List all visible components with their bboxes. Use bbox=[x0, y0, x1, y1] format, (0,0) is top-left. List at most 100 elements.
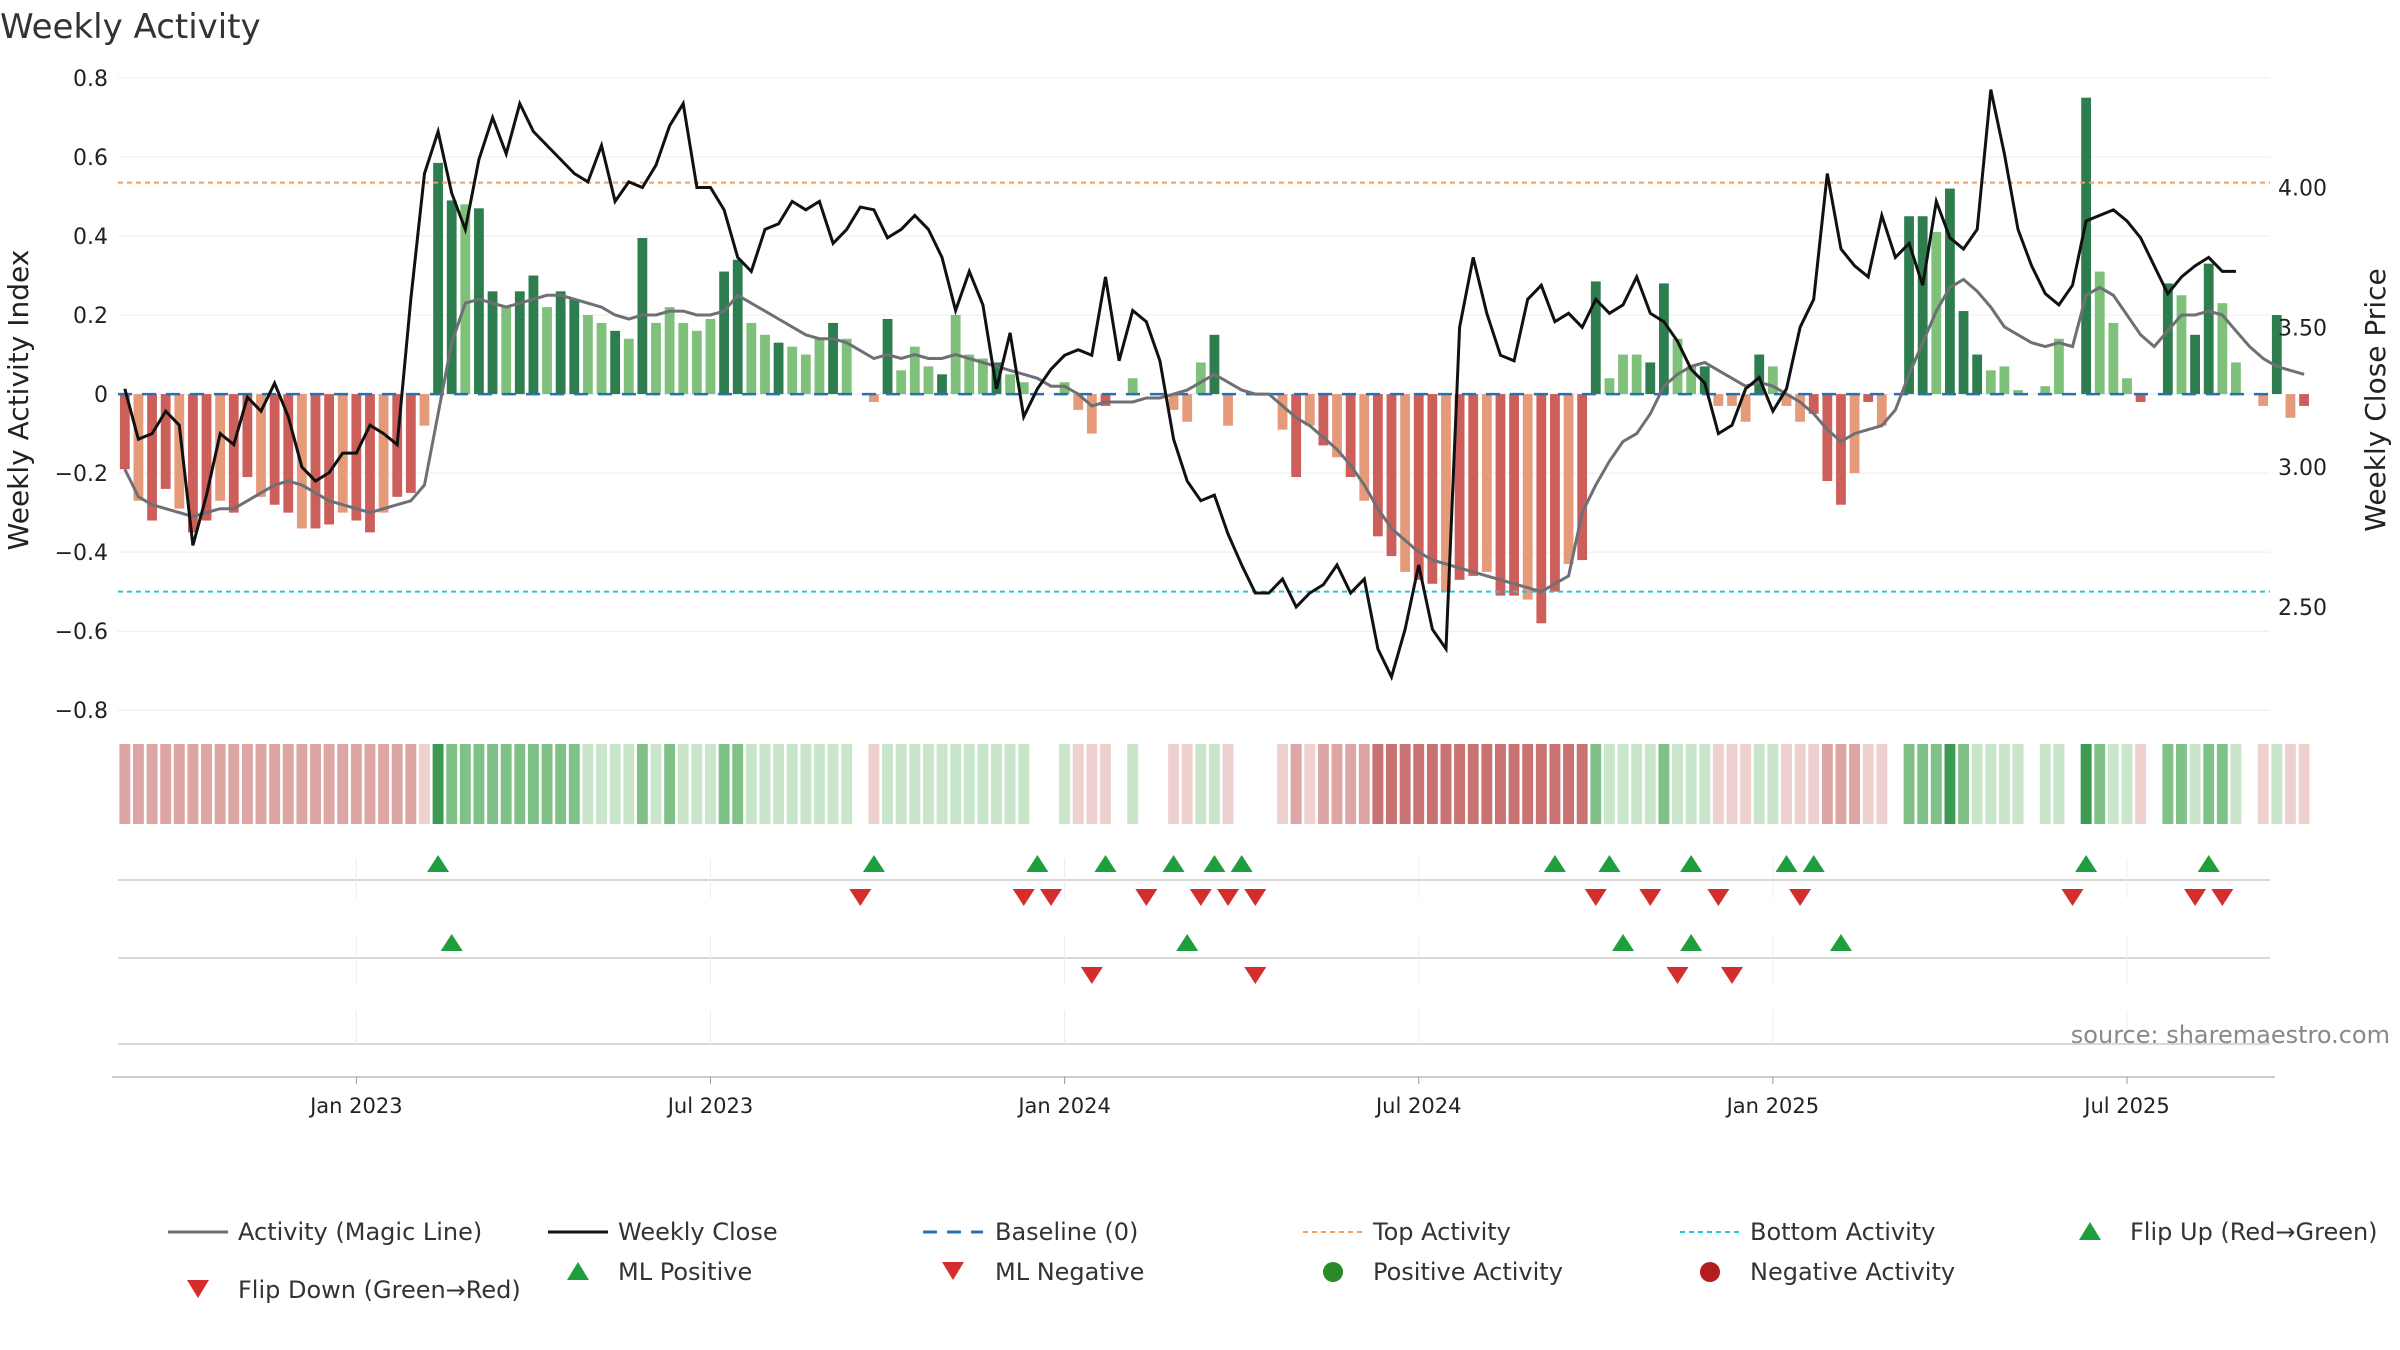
activity-bar bbox=[651, 322, 661, 395]
heat-cell bbox=[2162, 744, 2174, 824]
heat-cell bbox=[1222, 744, 1234, 824]
activity-bar bbox=[2081, 97, 2092, 395]
heat-cell bbox=[623, 744, 635, 824]
legend-marker-flip-down-icon bbox=[187, 1280, 209, 1298]
activity-bar bbox=[1604, 378, 1615, 395]
flip-up-marker bbox=[1162, 855, 1185, 872]
flip-up-marker bbox=[1026, 855, 1049, 872]
y-tick-label: 0.8 bbox=[73, 67, 108, 92]
heat-cell bbox=[2257, 744, 2269, 824]
activity-bar bbox=[869, 394, 879, 402]
activity-bar bbox=[2203, 263, 2214, 395]
heat-cell bbox=[514, 744, 526, 824]
heat-cell bbox=[1481, 744, 1493, 824]
heat-cell bbox=[527, 744, 539, 824]
activity-bar bbox=[542, 307, 552, 395]
activity-bar bbox=[1618, 354, 1628, 395]
activity-bar bbox=[1590, 281, 1601, 395]
signal-panels bbox=[112, 855, 2275, 1078]
heat-cell bbox=[868, 744, 880, 824]
heat-cell bbox=[991, 744, 1002, 824]
activity-bar bbox=[1086, 394, 1097, 434]
ml-positive-marker bbox=[1680, 934, 1703, 951]
activity-bar bbox=[215, 394, 226, 501]
heat-cell bbox=[1849, 744, 1861, 824]
heat-cell bbox=[1835, 744, 1847, 824]
x-tick-label: Jan 2024 bbox=[1016, 1094, 1111, 1118]
legend-marker-negative-activity-icon bbox=[1700, 1262, 1720, 1282]
activity-bar bbox=[1359, 394, 1370, 501]
ml-positive-marker bbox=[440, 934, 463, 951]
heat-cell bbox=[1658, 744, 1670, 824]
ml-negative-marker bbox=[1080, 967, 1103, 984]
heat-cell bbox=[160, 744, 172, 824]
activity-bar bbox=[1699, 366, 1710, 395]
heat-cell bbox=[786, 744, 798, 824]
y2-axis-label: Weekly Close Price bbox=[2359, 268, 2392, 531]
heat-cell bbox=[582, 744, 594, 824]
y2-axis-ticks: 4.00 3.50 3.00 2.50 bbox=[2278, 176, 2327, 620]
heat-cell bbox=[432, 744, 444, 824]
legend-item-top-activity: Top Activity bbox=[1303, 1218, 1511, 1246]
activity-bar bbox=[1836, 394, 1846, 505]
activity-bar bbox=[365, 394, 375, 533]
heat-cell bbox=[2216, 744, 2228, 824]
activity-bar bbox=[1427, 394, 1438, 584]
heat-cell bbox=[1944, 744, 1956, 824]
activity-bar bbox=[1291, 394, 1302, 478]
heat-cell bbox=[773, 744, 785, 824]
activity-bar bbox=[433, 162, 443, 395]
heat-cell bbox=[1794, 744, 1806, 824]
legend: Activity (Magic Line) Weekly Close Basel… bbox=[168, 1218, 2378, 1304]
activity-bar bbox=[351, 394, 362, 521]
activity-bar bbox=[1059, 382, 1070, 395]
heat-cell bbox=[132, 744, 144, 824]
legend-label-negative-activity: Negative Activity bbox=[1750, 1258, 1955, 1286]
heat-cell bbox=[650, 744, 662, 824]
heat-cell bbox=[446, 744, 458, 824]
activity-bar bbox=[760, 334, 770, 395]
heat-cell bbox=[541, 744, 553, 824]
magic-line-series bbox=[123, 277, 2305, 594]
flip-up-marker bbox=[1543, 855, 1566, 872]
flip-down-marker bbox=[1789, 889, 1812, 906]
x-tick-label: Jul 2025 bbox=[2082, 1094, 2169, 1118]
x-tick-label: Jul 2023 bbox=[666, 1094, 753, 1118]
activity-bar bbox=[528, 275, 539, 395]
legend-marker-flip-up-icon bbox=[2079, 1222, 2101, 1240]
activity-bar bbox=[2040, 386, 2051, 395]
ml-negative-marker bbox=[1244, 967, 1267, 984]
activity-bar bbox=[1304, 394, 1315, 426]
heat-cell bbox=[1958, 744, 1969, 824]
activity-bar bbox=[242, 394, 253, 478]
heat-cell bbox=[350, 744, 362, 824]
heat-cell bbox=[1767, 744, 1779, 824]
flip-up-marker bbox=[1802, 855, 1825, 872]
heat-cell bbox=[1195, 744, 1207, 824]
activity-bar bbox=[582, 315, 593, 395]
weekly-close-series bbox=[123, 89, 2236, 682]
activity-bar bbox=[2258, 394, 2269, 406]
heat-cell bbox=[1535, 744, 1547, 824]
heat-cell bbox=[609, 744, 621, 824]
heat-cell bbox=[1018, 744, 1030, 824]
heat-cell bbox=[1317, 744, 1329, 824]
heat-cell bbox=[201, 744, 212, 824]
activity-bar bbox=[1945, 188, 1955, 395]
activity-bar bbox=[1522, 394, 1533, 600]
activity-bar bbox=[1985, 370, 1996, 395]
legend-label-flip-up: Flip Up (Red→Green) bbox=[2130, 1218, 2378, 1246]
heat-cell bbox=[1181, 744, 1193, 824]
activity-bar bbox=[1372, 394, 1383, 537]
heat-cell bbox=[1821, 744, 1833, 824]
activity-bar bbox=[2094, 271, 2105, 395]
heat-cell bbox=[1971, 744, 1983, 824]
activity-bar bbox=[460, 204, 471, 395]
heat-cell bbox=[337, 744, 349, 824]
legend-item-ml-negative: ML Negative bbox=[942, 1258, 1144, 1286]
heat-cell bbox=[405, 744, 417, 824]
activity-bar bbox=[1481, 394, 1492, 572]
heat-cell bbox=[1168, 744, 1180, 824]
activity-bar bbox=[1182, 394, 1193, 422]
heat-cell bbox=[269, 744, 281, 824]
